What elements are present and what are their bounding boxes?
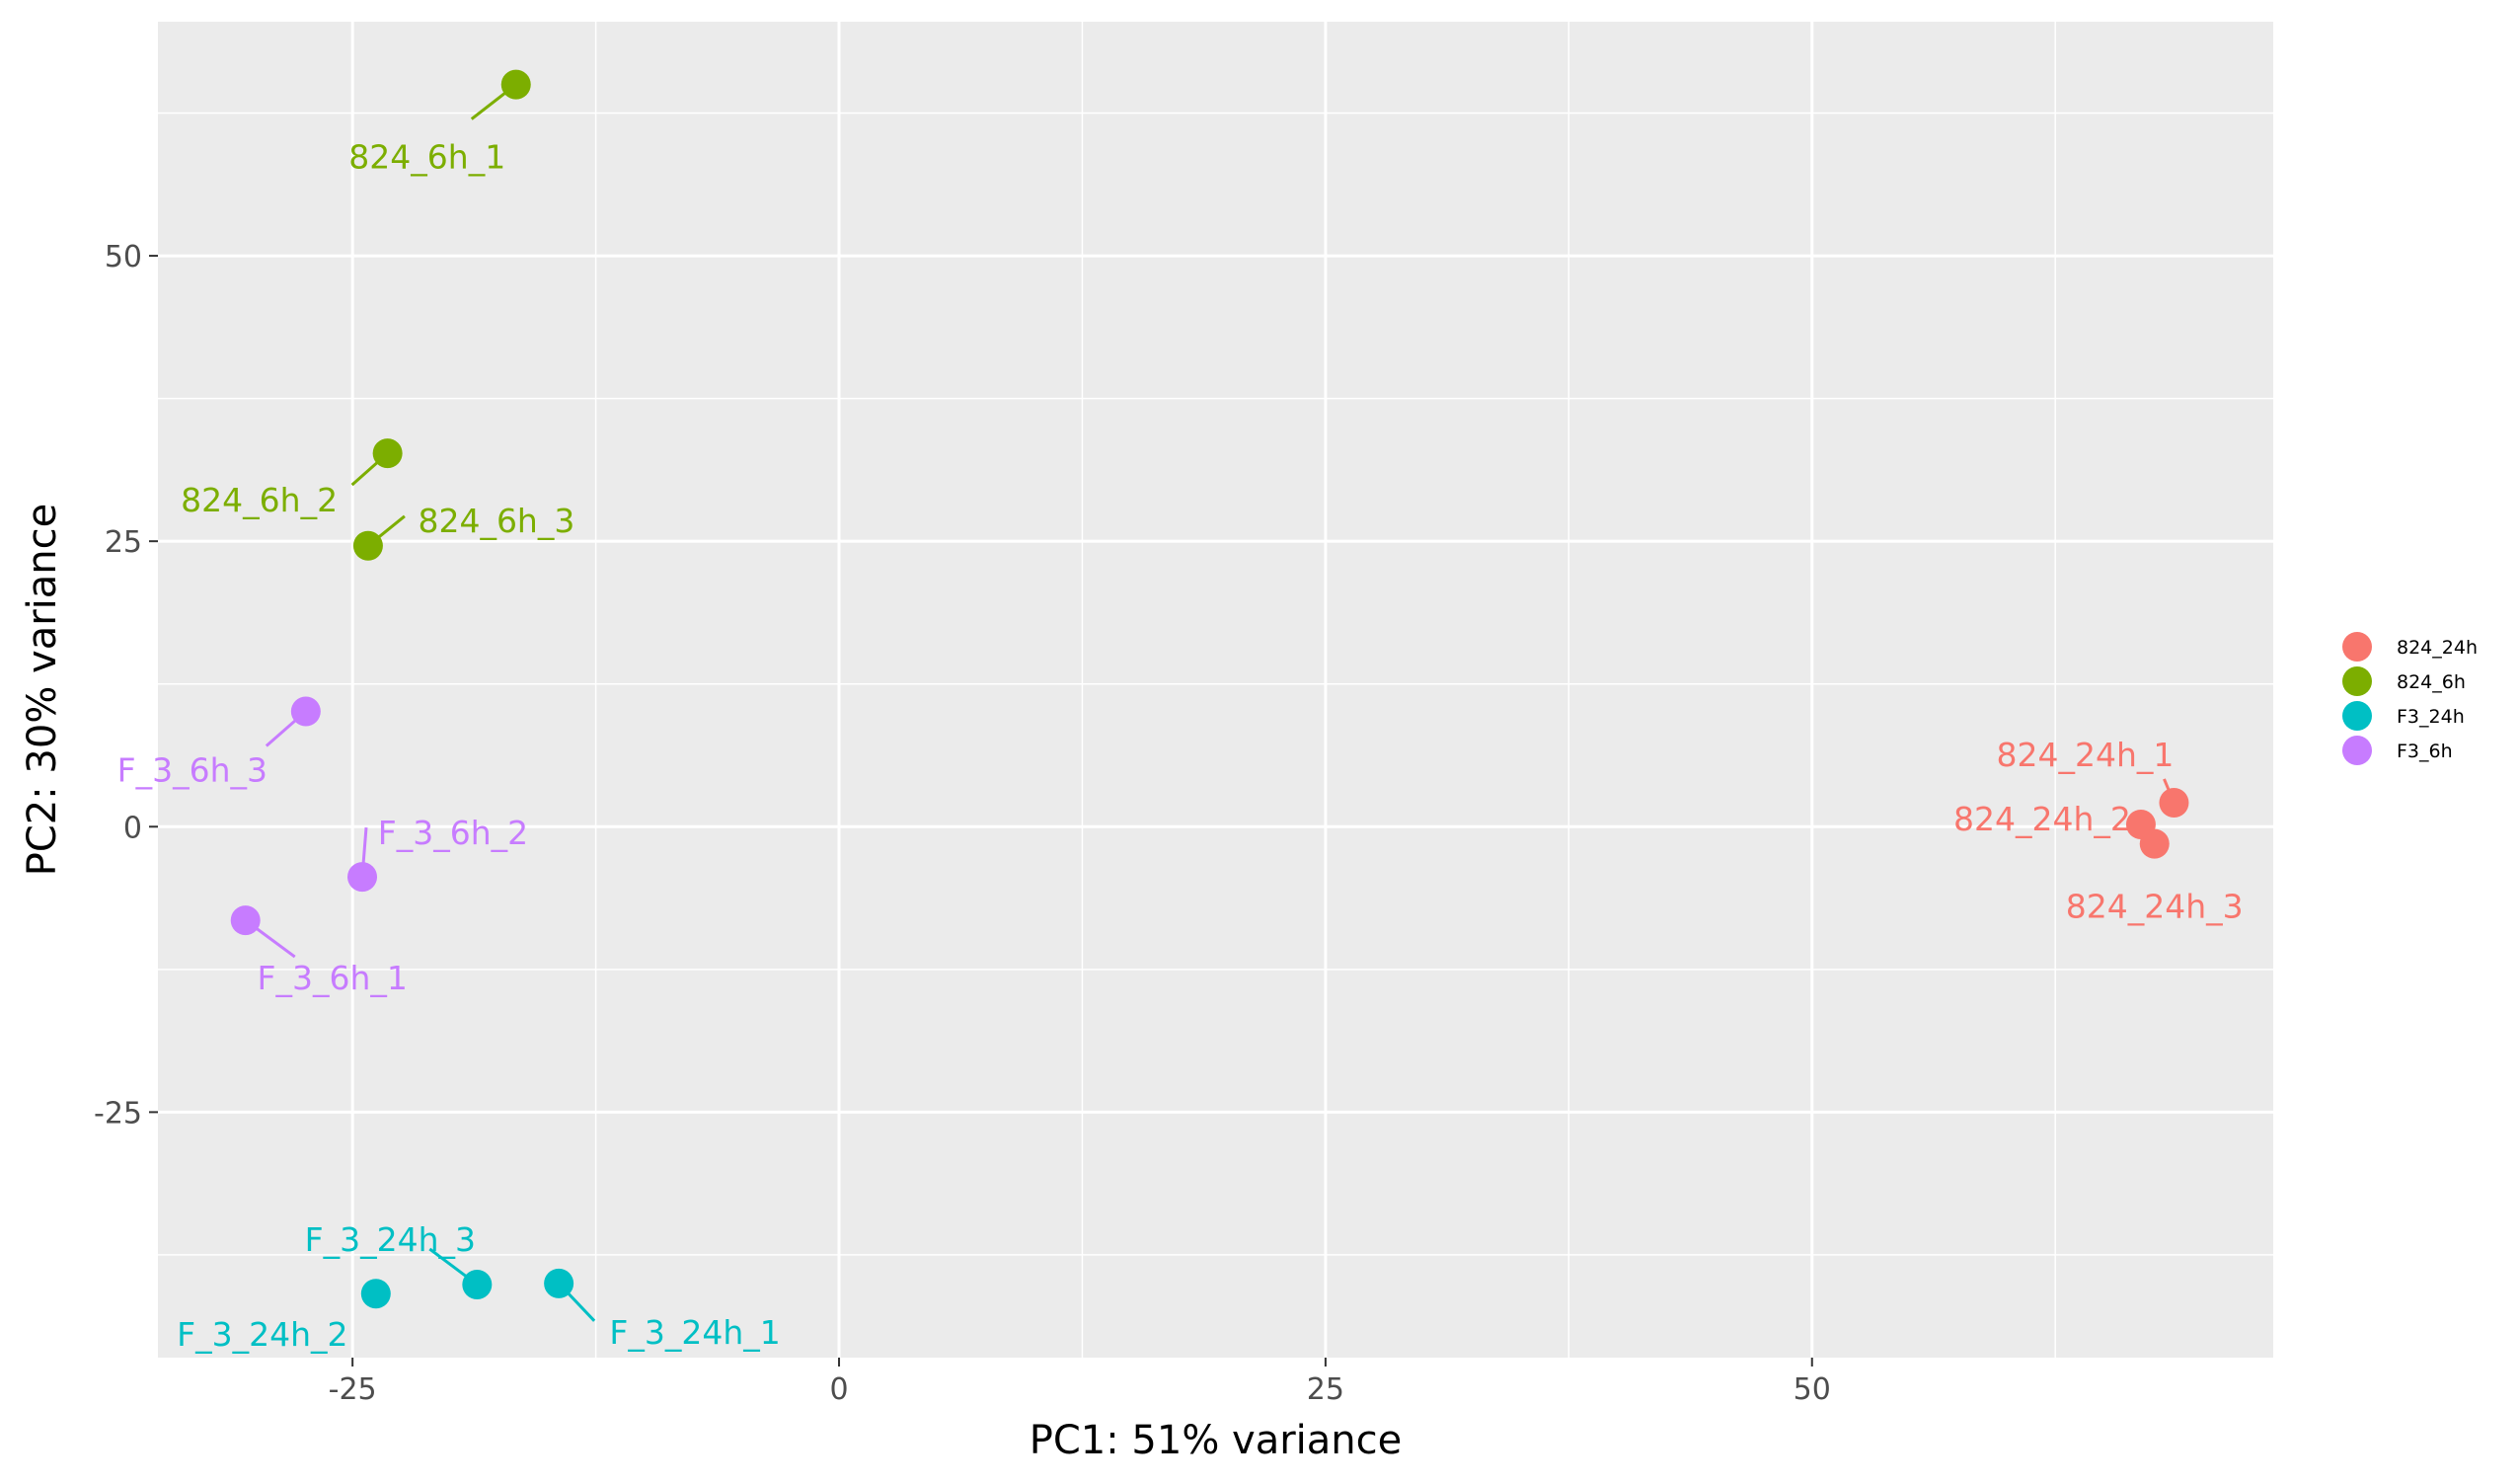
data-point-label: 824_6h_1 <box>348 138 505 177</box>
data-point-label: F_3_6h_1 <box>258 959 408 997</box>
label-connector <box>350 459 381 487</box>
label-connector <box>375 514 406 541</box>
major-gridlines <box>158 22 2273 1358</box>
data-point-label: F_3_24h_2 <box>177 1315 347 1354</box>
data-point-label: 824_6h_2 <box>181 481 338 519</box>
legend: 824_24h 824_6h F3_24h F3_6h <box>2342 632 2478 765</box>
label-connector <box>428 1247 468 1279</box>
x-axis-title: PC1: 51% variance <box>1030 1418 1403 1463</box>
x-tick-label: 25 <box>1307 1372 1344 1407</box>
x-tick-label: 50 <box>1794 1372 1831 1407</box>
label-connector <box>265 718 299 747</box>
legend-key <box>2342 632 2372 662</box>
data-point <box>230 905 261 936</box>
y-axis-title: PC2: 30% variance <box>20 504 65 877</box>
y-tick-label: 50 <box>105 240 142 274</box>
point-labels: 824_24h_1 824_24h_2 824_24h_3 824_6h_1 824_6… <box>117 138 2244 1355</box>
x-axis-ticks: -25 0 25 50 <box>329 1358 1831 1407</box>
data-point <box>290 696 321 727</box>
label-connectors <box>255 91 2174 1322</box>
data-point-label: 824_6h_3 <box>418 502 574 540</box>
data-point <box>544 1268 574 1298</box>
data-point-label: F_3_24h_3 <box>305 1220 476 1259</box>
legend-key <box>2342 701 2372 731</box>
data-point <box>352 530 383 561</box>
y-tick-label: -25 <box>94 1096 142 1131</box>
data-points <box>230 69 2189 1309</box>
data-point-label: 824_24h_3 <box>2066 888 2244 926</box>
data-point-label: 824_24h_1 <box>1997 736 2175 774</box>
data-point <box>372 438 403 469</box>
label-connector <box>470 91 507 120</box>
data-point <box>347 862 378 893</box>
label-connector <box>361 827 368 867</box>
y-tick-label: 0 <box>123 811 142 845</box>
data-point <box>2159 787 2189 818</box>
label-connector <box>255 927 296 959</box>
x-tick-label: -25 <box>329 1372 377 1407</box>
data-point <box>2139 828 2170 859</box>
legend-label: 824_6h <box>2397 671 2466 693</box>
legend-label: F3_6h <box>2397 741 2453 762</box>
legend-key <box>2342 666 2372 696</box>
data-point-label: F_3_6h_2 <box>378 814 528 852</box>
y-tick-label: 25 <box>105 525 142 560</box>
data-point <box>500 69 531 100</box>
label-connector <box>565 1290 596 1322</box>
y-axis-ticks: -25 0 25 50 <box>94 240 158 1131</box>
data-point-label: 824_24h_2 <box>1953 800 2131 838</box>
data-point <box>462 1269 493 1299</box>
legend-label: F3_24h <box>2397 706 2465 728</box>
legend-label: 824_24h <box>2397 637 2478 659</box>
minor-gridlines <box>158 22 2273 1358</box>
plot-panel <box>158 22 2273 1358</box>
legend-key <box>2342 736 2372 765</box>
data-point-label: F_3_6h_3 <box>117 750 267 789</box>
data-point-label: F_3_24h_1 <box>609 1313 780 1352</box>
data-point <box>360 1279 391 1309</box>
x-tick-label: 0 <box>829 1372 848 1407</box>
